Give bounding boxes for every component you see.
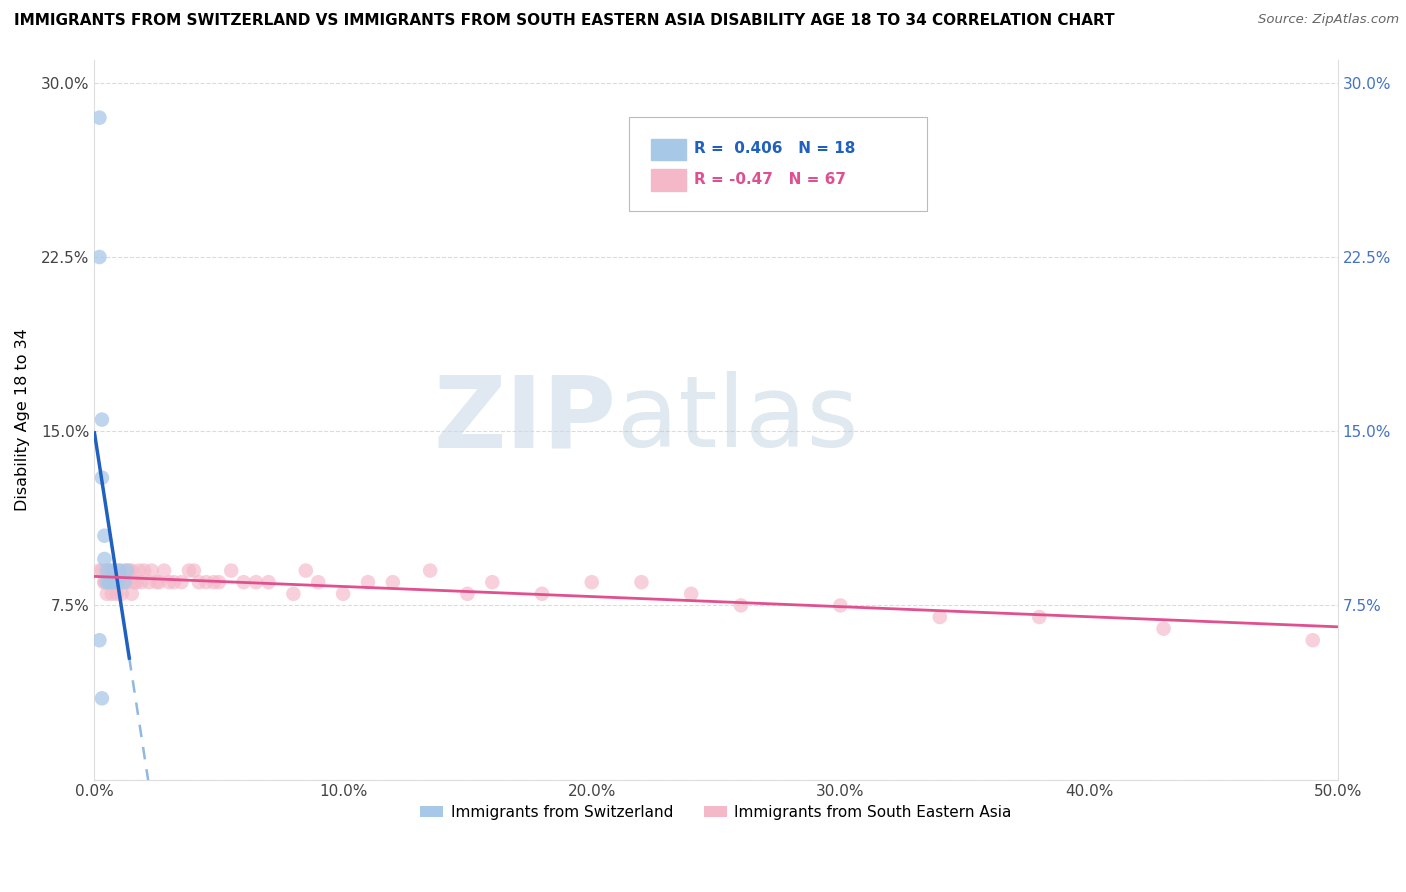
Point	[101, 575, 124, 590]
Point	[96, 575, 118, 590]
Point	[93, 575, 115, 590]
Point	[98, 564, 121, 578]
Point	[730, 599, 752, 613]
Point	[928, 610, 950, 624]
Point	[122, 575, 145, 590]
Point	[89, 564, 111, 578]
Point	[830, 599, 852, 613]
Point	[105, 587, 128, 601]
Point	[177, 564, 200, 578]
Text: IMMIGRANTS FROM SWITZERLAND VS IMMIGRANTS FROM SOUTH EASTERN ASIA DISABILITY AGE: IMMIGRANTS FROM SWITZERLAND VS IMMIGRANT…	[14, 13, 1115, 29]
Point	[581, 575, 603, 590]
Point	[257, 575, 280, 590]
Point	[307, 575, 329, 590]
Point	[90, 691, 112, 706]
Point	[111, 575, 134, 590]
Point	[90, 412, 112, 426]
Point	[101, 564, 124, 578]
Point	[131, 575, 153, 590]
Point	[115, 564, 138, 578]
Point	[118, 564, 141, 578]
Bar	[651, 139, 686, 161]
Point	[187, 575, 209, 590]
Point	[90, 471, 112, 485]
Point	[183, 564, 205, 578]
Point	[357, 575, 380, 590]
Point	[195, 575, 218, 590]
Point	[125, 575, 148, 590]
Point	[202, 575, 225, 590]
Point	[90, 564, 112, 578]
Point	[128, 564, 150, 578]
Point	[105, 575, 128, 590]
Point	[381, 575, 404, 590]
Point	[134, 564, 156, 578]
Point	[295, 564, 318, 578]
Point	[145, 575, 167, 590]
Text: Source: ZipAtlas.com: Source: ZipAtlas.com	[1258, 13, 1399, 27]
Point	[681, 587, 703, 601]
Point	[232, 575, 254, 590]
Point	[96, 564, 118, 578]
Point	[157, 575, 180, 590]
Point	[121, 587, 143, 601]
Point	[96, 575, 118, 590]
Text: R = -0.47   N = 67: R = -0.47 N = 67	[693, 171, 845, 186]
Point	[630, 575, 652, 590]
Point	[1302, 633, 1324, 648]
Point	[93, 552, 115, 566]
Point	[1153, 622, 1175, 636]
Point	[530, 587, 553, 601]
Text: atlas: atlas	[617, 371, 858, 468]
Point	[89, 633, 111, 648]
Point	[105, 575, 128, 590]
Point	[245, 575, 267, 590]
Point	[112, 575, 135, 590]
Point	[89, 111, 111, 125]
Point	[93, 575, 115, 590]
Point	[148, 575, 170, 590]
Text: ZIP: ZIP	[433, 371, 617, 468]
Point	[108, 564, 131, 578]
Point	[141, 564, 163, 578]
Point	[112, 564, 135, 578]
Point	[103, 564, 125, 578]
Text: R =  0.406   N = 18: R = 0.406 N = 18	[693, 141, 855, 156]
Point	[112, 575, 135, 590]
Point	[96, 564, 118, 578]
Point	[1028, 610, 1050, 624]
Point	[332, 587, 354, 601]
Point	[419, 564, 441, 578]
Point	[96, 587, 118, 601]
Point	[98, 575, 121, 590]
Point	[108, 564, 131, 578]
Point	[456, 587, 478, 601]
Point	[98, 575, 121, 590]
Point	[101, 575, 124, 590]
Point	[208, 575, 231, 590]
Point	[93, 529, 115, 543]
Point	[103, 575, 125, 590]
Point	[153, 564, 176, 578]
Point	[108, 575, 131, 590]
Y-axis label: Disability Age 18 to 34: Disability Age 18 to 34	[15, 328, 30, 511]
Point	[101, 587, 124, 601]
Point	[283, 587, 305, 601]
Point	[89, 250, 111, 264]
Point	[481, 575, 503, 590]
Bar	[651, 169, 686, 191]
Point	[121, 564, 143, 578]
Point	[138, 575, 160, 590]
Point	[219, 564, 242, 578]
Point	[115, 575, 138, 590]
Point	[170, 575, 193, 590]
FancyBboxPatch shape	[628, 117, 928, 211]
Point	[111, 587, 134, 601]
Legend: Immigrants from Switzerland, Immigrants from South Eastern Asia: Immigrants from Switzerland, Immigrants …	[415, 798, 1018, 826]
Point	[103, 575, 125, 590]
Point	[163, 575, 186, 590]
